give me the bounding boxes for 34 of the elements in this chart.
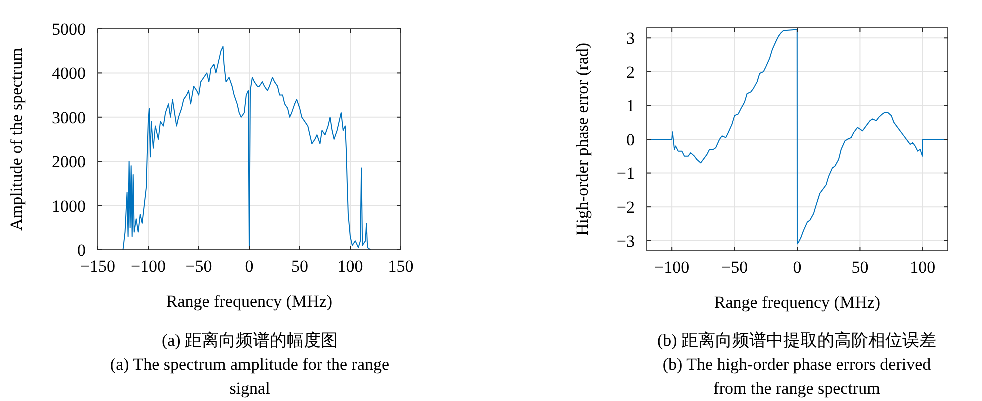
text: (a) 距离向频谱的幅度图	[162, 331, 338, 350]
x-tick-label: 50	[852, 258, 869, 277]
y-tick-label: 3000	[52, 108, 86, 128]
text: (b) The high-order phase errors derived from the range spectrum	[662, 355, 932, 398]
x-tick-label: 100	[910, 258, 936, 277]
text: (a) The spectrum amplitude for the range signal	[110, 355, 390, 398]
y-tick-label: 0	[626, 130, 635, 150]
y-tick-label: 5000	[52, 20, 86, 39]
x-tick-label: −150	[80, 257, 116, 276]
y-tick-label: −3	[616, 232, 635, 251]
y-tick-label: 1000	[52, 196, 86, 216]
y-tick-label: 3	[626, 29, 635, 48]
y-axis-title: Amplitude of the spectrum	[7, 48, 26, 231]
x-tick-label: 0	[793, 258, 802, 277]
y-axis-title: High-order phase error (rad)	[573, 42, 592, 236]
x-tick-label: 0	[245, 257, 254, 276]
line-series	[122, 46, 372, 250]
x-tick-label: 150	[388, 257, 414, 276]
y-tick-label: 2	[626, 62, 635, 82]
y-tick-label: 4000	[52, 64, 86, 84]
x-tick-label: −50	[186, 257, 212, 276]
x-tick-label: −50	[721, 258, 748, 277]
y-tick-label: 0	[78, 240, 86, 260]
y-tick-label: 1	[626, 96, 635, 116]
x-axis-title: Range frequency (MHz)	[714, 293, 881, 312]
y-tick-label: −1	[616, 164, 635, 184]
x-tick-label: 100	[338, 257, 364, 276]
x-tick-label: −100	[654, 258, 690, 277]
x-tick-label: 50	[292, 257, 308, 276]
x-tick-label: −100	[130, 257, 166, 276]
text: (b) 距离向频谱中提取的高阶相位误差	[657, 331, 937, 350]
y-tick-label: 2000	[52, 152, 86, 172]
x-axis-title: Range frequency (MHz)	[166, 292, 333, 311]
y-tick-label: −2	[616, 198, 635, 218]
